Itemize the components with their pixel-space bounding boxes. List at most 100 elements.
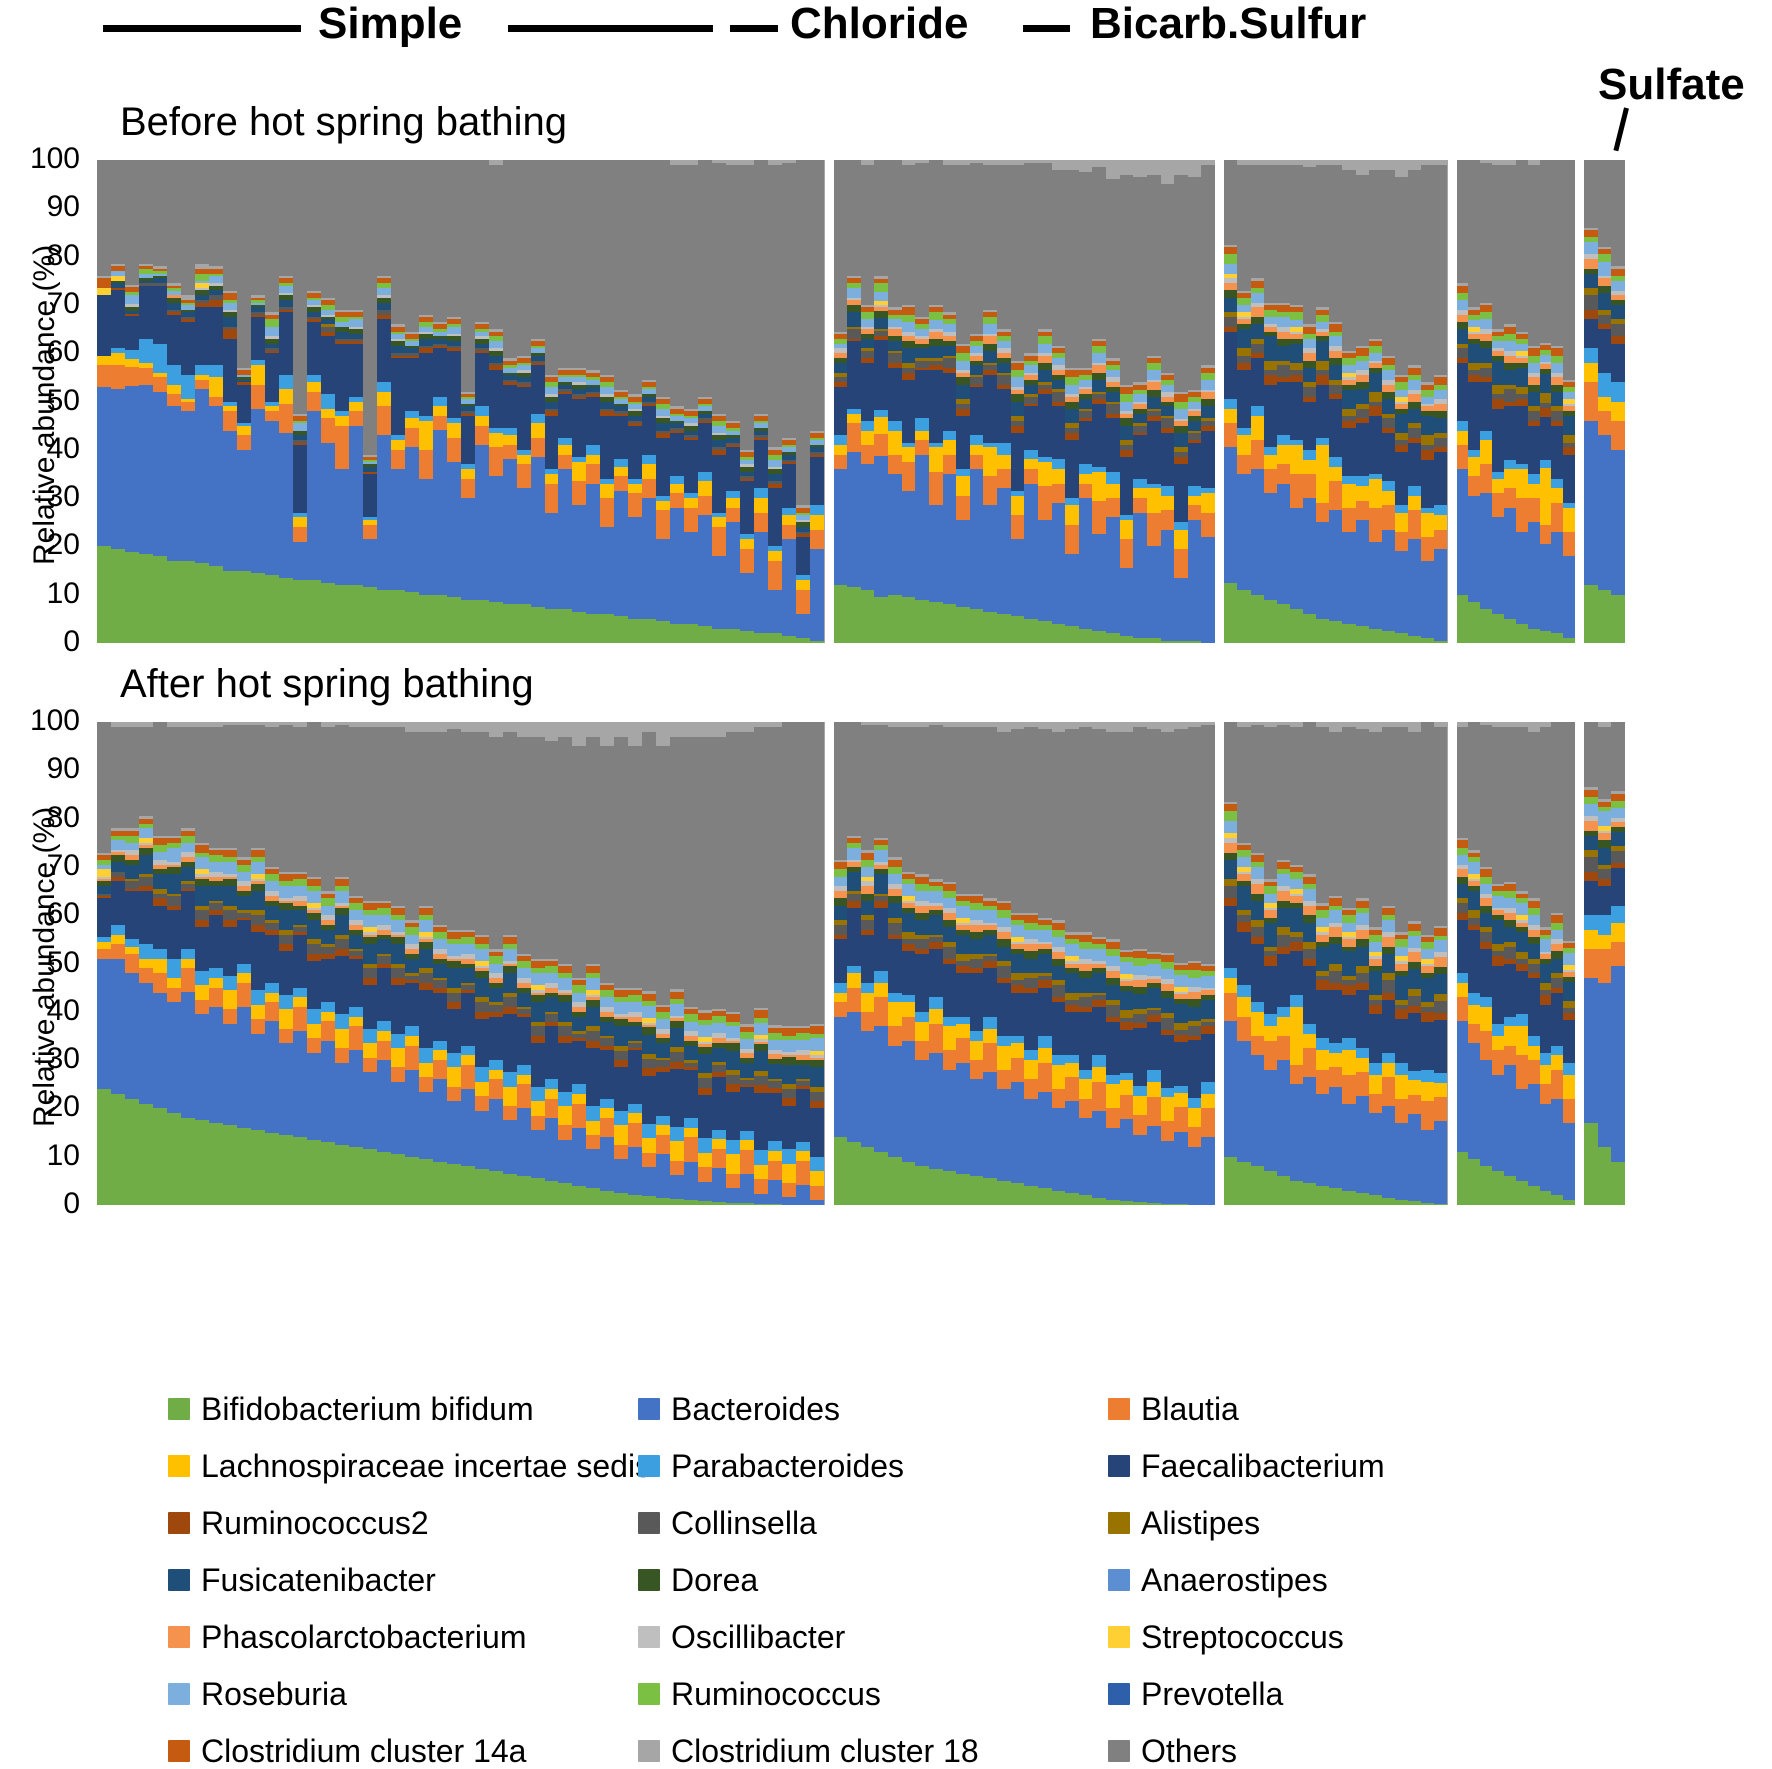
bar-segment (1251, 920, 1264, 927)
bar-segment (712, 556, 726, 628)
bar-segment (1161, 1097, 1175, 1121)
legend-item[interactable]: Phascolarctobacterium (168, 1620, 638, 1654)
bar-segment (1065, 1101, 1079, 1193)
bar-segment (983, 344, 997, 351)
bar-segment (349, 585, 363, 643)
bar-segment (1092, 404, 1106, 467)
bar (265, 722, 279, 1205)
legend-item[interactable]: Anaerostipes (1108, 1563, 1578, 1597)
bar-segment (545, 1014, 559, 1021)
bar-segment (1457, 469, 1469, 595)
bar-segment (1224, 298, 1237, 312)
legend-item[interactable]: Ruminococcus2 (168, 1506, 638, 1540)
bar-segment (1147, 390, 1161, 397)
legend-item[interactable]: Lachnospiraceae incertae sedis (168, 1449, 638, 1483)
bar-segment (861, 853, 875, 860)
legend-item[interactable]: Parabacteroides (638, 1449, 1108, 1483)
legend-item[interactable]: Clostridium cluster 14a (168, 1734, 638, 1768)
bar-segment (1092, 1067, 1106, 1081)
bar-segment (970, 1041, 984, 1060)
bar-segment (237, 1128, 251, 1205)
bar (943, 722, 957, 1205)
bar (321, 160, 335, 643)
bar-segment (335, 585, 349, 643)
bar-segment (1468, 344, 1480, 363)
bar-segment (223, 920, 237, 927)
bar-segment (419, 983, 433, 990)
bar-segment (1251, 855, 1264, 862)
bar-segment (1277, 862, 1290, 869)
bar-segment (223, 411, 237, 430)
bar-segment (1316, 990, 1329, 1038)
bar-segment (1329, 1043, 1342, 1053)
bar-segment (1201, 399, 1215, 406)
bar-segment (1052, 1089, 1066, 1108)
bar-segment (1277, 908, 1290, 927)
bar-segment (1277, 435, 1290, 445)
legend-item[interactable]: Oscillibacter (638, 1620, 1108, 1654)
bar-segment (405, 1070, 419, 1157)
legend-item[interactable]: Clostridium cluster 18 (638, 1734, 1108, 1768)
bar-segment (572, 505, 586, 611)
bar-segment (405, 1157, 419, 1205)
legend-item[interactable]: Faecalibacterium (1108, 1449, 1578, 1483)
bar-segment (517, 464, 531, 488)
bar-segment (1356, 913, 1369, 925)
bar-segment (943, 727, 957, 882)
bar-segment (1174, 641, 1188, 643)
legend-item[interactable]: Others (1108, 1734, 1578, 1768)
bar-segment (600, 1118, 614, 1137)
bar-segment (363, 587, 377, 643)
bar-segment (195, 307, 209, 365)
bar-segment (1251, 1055, 1264, 1166)
legend-item[interactable]: Prevotella (1108, 1677, 1578, 1711)
bar (139, 160, 153, 643)
bar-segment (628, 1050, 642, 1103)
bar-segment (834, 585, 848, 643)
legend-item[interactable]: Collinsella (638, 1506, 1108, 1540)
legend-item[interactable]: Alistipes (1108, 1506, 1578, 1540)
bar-segment (1434, 1097, 1447, 1121)
bar (834, 160, 848, 643)
legend-item[interactable]: Bifidobacterium bifidum (168, 1392, 638, 1426)
bar-segment (503, 385, 517, 428)
bar-segment (740, 481, 754, 534)
bar-segment (782, 525, 796, 539)
bar-segment (782, 515, 796, 525)
bar-segment (1395, 947, 1408, 957)
legend-item[interactable]: Streptococcus (1108, 1620, 1578, 1654)
bar-segment (834, 1002, 848, 1016)
bar-segment (1038, 363, 1052, 370)
legend-item[interactable]: Fusicatenibacter (168, 1563, 638, 1597)
bar-segment (1188, 443, 1202, 486)
bar-segment (656, 501, 670, 511)
bar-segment (698, 1088, 712, 1095)
bar-segment (167, 1113, 181, 1205)
legend-item[interactable]: Roseburia (168, 1677, 638, 1711)
bar-segment (997, 732, 1011, 901)
bar-segment (796, 1161, 810, 1185)
bar-segment (768, 1180, 782, 1204)
bar-segment (391, 346, 405, 353)
bar-segment (419, 1092, 433, 1160)
bar (1584, 722, 1598, 1205)
bar (1237, 722, 1250, 1205)
bar-segment (810, 641, 824, 643)
bar-segment (1480, 1166, 1492, 1205)
bar-segment (943, 324, 957, 331)
bar (97, 722, 111, 1205)
bar-segment (1492, 944, 1504, 951)
bar-segment (139, 1104, 153, 1205)
legend-item[interactable]: Dorea (638, 1563, 1108, 1597)
bar-segment (377, 392, 391, 406)
legend-item[interactable]: Blautia (1108, 1392, 1578, 1426)
legend-item[interactable]: Ruminococcus (638, 1677, 1108, 1711)
legend-item[interactable]: Bacteroides (638, 1392, 1108, 1426)
bar (363, 160, 377, 643)
bar-segment (929, 1169, 943, 1205)
bar-segment (475, 353, 489, 406)
bar-segment (503, 435, 517, 445)
bar-segment (293, 527, 307, 541)
bar-segment (293, 997, 307, 1007)
bar-segment (847, 452, 861, 587)
